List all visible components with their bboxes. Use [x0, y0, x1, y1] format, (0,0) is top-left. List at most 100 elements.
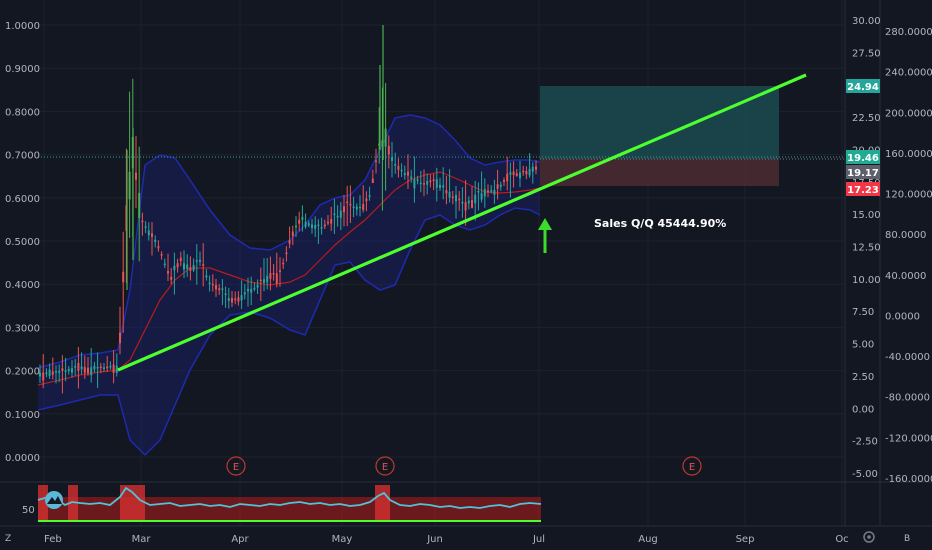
left-price-axis[interactable]: 1.0000 0.9000 0.8000 0.7000 0.6000 0.5000 0.40… — [5, 21, 40, 464]
candle-body — [487, 190, 489, 193]
candle-body — [256, 284, 259, 288]
moving-average — [37, 171, 541, 386]
candle-body — [67, 368, 70, 371]
zoom-label[interactable]: Z — [5, 534, 11, 544]
candle-body — [227, 298, 230, 301]
candle-body — [259, 279, 262, 282]
candle-body — [448, 191, 451, 198]
candle-body — [432, 179, 435, 182]
candle-body — [45, 372, 48, 375]
candle-body — [461, 201, 464, 204]
candle-body — [352, 206, 355, 209]
candle-body — [135, 172, 137, 180]
left-axis-tick: 0.9000 — [5, 64, 40, 75]
candle-body — [141, 220, 144, 223]
candle-body — [87, 367, 89, 374]
candle-body — [317, 224, 320, 226]
oscillator-logo-icon — [45, 491, 63, 509]
candle-body — [282, 262, 285, 265]
candle-body — [179, 257, 182, 262]
candle-body — [365, 198, 368, 202]
candle-body — [80, 366, 83, 370]
candle-body — [323, 224, 326, 227]
candle-body — [272, 272, 275, 275]
candle-body — [330, 219, 333, 224]
svg-text:24.94: 24.94 — [847, 82, 879, 93]
time-axis-tick: May — [332, 534, 353, 545]
candle-body — [506, 173, 509, 182]
candle-body — [151, 233, 153, 237]
price-tag: 19.17 — [846, 165, 880, 179]
upper-band — [37, 114, 541, 369]
earnings-label-2: E — [382, 462, 388, 473]
candle-body — [250, 288, 253, 293]
candle-body — [183, 263, 185, 270]
candle-body — [247, 288, 249, 292]
candle-body — [269, 272, 272, 279]
lower-band — [37, 207, 541, 457]
time-axis-tick: Aug — [638, 534, 658, 545]
time-axis[interactable]: Feb Mar Apr May Jun Jul Aug Sep Oc — [44, 534, 849, 545]
candle-body — [471, 200, 473, 208]
gear-icon[interactable] — [863, 531, 875, 543]
candle-body — [218, 288, 221, 291]
candle-body — [263, 279, 265, 283]
candle-body — [279, 270, 281, 272]
candle-body — [320, 226, 323, 229]
mid-axis-tick: -5.00 — [852, 469, 878, 480]
candle-body — [167, 271, 169, 274]
candle-body — [243, 292, 246, 295]
right-axis-tick: 200.0000 — [885, 108, 932, 119]
right-axis-tick: 0.0000 — [885, 311, 920, 322]
candle-body — [496, 184, 499, 189]
oscillator-pane: 50 — [22, 485, 542, 522]
candle-body — [211, 283, 214, 286]
candle-body — [458, 198, 461, 201]
candle-body — [154, 239, 157, 243]
left-axis-tick: 0.6000 — [5, 194, 40, 205]
candle-body — [234, 298, 237, 301]
svg-text:19.46: 19.46 — [847, 153, 879, 164]
candle-body — [307, 223, 310, 226]
candle-body — [205, 275, 208, 278]
earnings-marker-3[interactable] — [682, 456, 702, 476]
right-price-axis[interactable]: 280.0000 240.0000 200.0000 160.0000 120.0000… — [885, 27, 932, 485]
candle-body — [61, 368, 64, 371]
candle-body — [176, 263, 179, 268]
candle-body — [58, 370, 61, 373]
candle-body — [525, 171, 528, 175]
candle-body — [426, 181, 429, 185]
candle-body — [71, 368, 73, 373]
candle-body — [301, 216, 304, 220]
candle-body — [439, 184, 441, 188]
candle-body — [202, 264, 205, 266]
mid-axis-tick: 7.50 — [852, 307, 874, 318]
mid-axis-tick: 27.50 — [852, 48, 881, 59]
target-zone — [540, 86, 779, 159]
candle-body — [106, 366, 109, 369]
candle-body — [39, 372, 41, 377]
candle-body — [138, 192, 141, 218]
candle-body — [378, 143, 381, 146]
candle-body — [339, 210, 342, 218]
candle-body — [333, 213, 336, 216]
left-axis-tick: 0.3000 — [5, 323, 40, 334]
candle-body — [144, 226, 147, 228]
right-axis-tick: -160.0000 — [885, 474, 932, 485]
candle-body — [189, 267, 192, 271]
earnings-label-1: E — [233, 462, 239, 473]
left-axis-tick: 0.7000 — [5, 151, 40, 162]
candle-body — [215, 284, 217, 290]
candle-body — [285, 252, 288, 255]
time-axis-tick: Oc — [835, 534, 848, 545]
candle-body — [535, 166, 537, 170]
earnings-marker-2[interactable] — [375, 456, 395, 476]
settings-corner-label[interactable]: B — [904, 534, 910, 544]
candle-body — [346, 201, 349, 204]
right-axis-tick: 80.0000 — [885, 230, 926, 241]
candle-body — [400, 169, 403, 172]
candle-body — [336, 215, 339, 218]
trendline — [117, 73, 807, 372]
earnings-marker-1[interactable] — [226, 456, 246, 476]
